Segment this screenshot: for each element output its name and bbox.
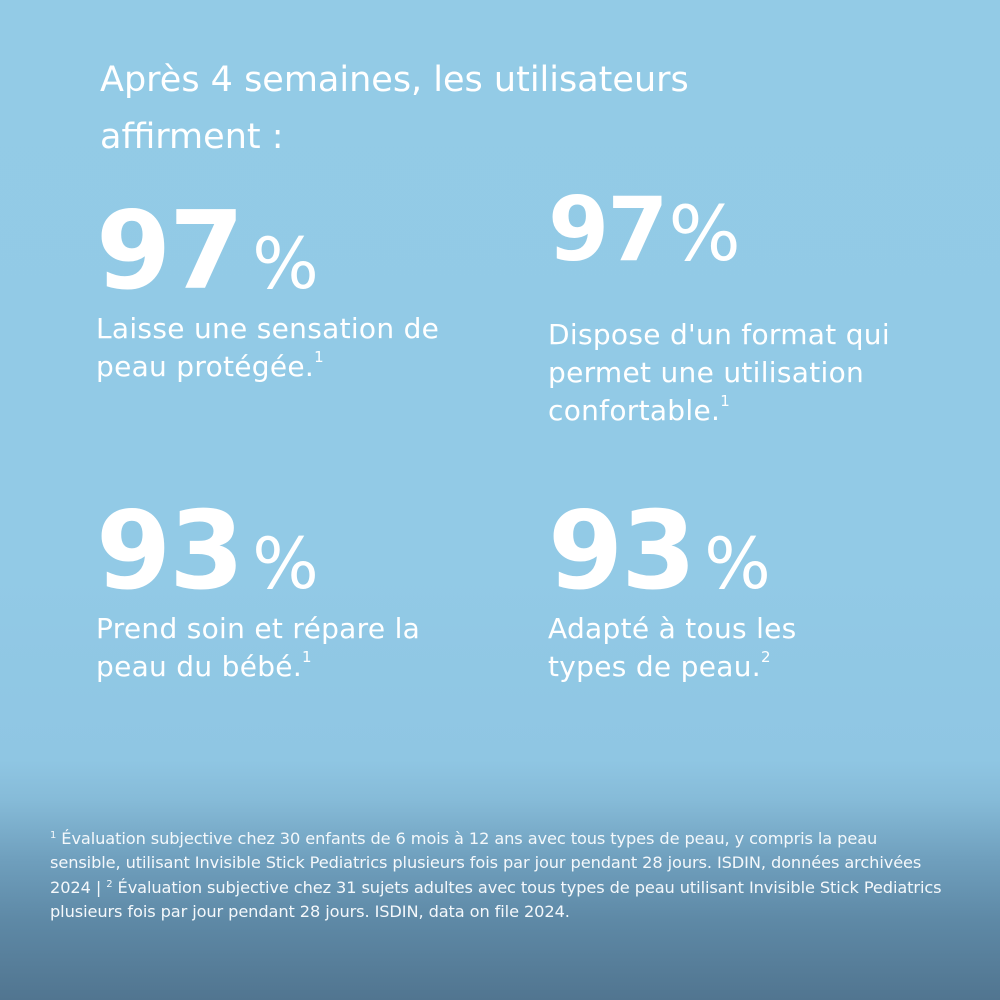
stat-number: 93 xyxy=(548,489,696,614)
stat-value: 93% xyxy=(96,498,456,606)
footnote-ref: 1 xyxy=(314,348,324,366)
stat-card-comfortable-format: 97% Dispose d'un format qui permet une u… xyxy=(548,186,893,430)
stat-value: 97% xyxy=(548,186,893,274)
stat-caption: Prend soin et répare la peau du bébé.1 xyxy=(96,610,456,686)
footnote-marker-2: 2 xyxy=(106,878,113,890)
stat-caption: Dispose d'un format qui permet une utili… xyxy=(548,316,893,430)
stat-caption-text: Laisse une sensation de peau protégée. xyxy=(96,312,440,383)
percent-sign: % xyxy=(252,523,319,605)
stat-caption-text: Adapté à tous les types de peau. xyxy=(548,612,797,683)
percent-sign: % xyxy=(252,223,319,305)
stat-card-protected-skin: 97% Laisse une sensation de peau protégé… xyxy=(96,198,456,386)
stat-caption: Adapté à tous les types de peau.2 xyxy=(548,610,868,686)
headline: Après 4 semaines, les utilisateurs affir… xyxy=(100,60,689,157)
stat-number: 97 xyxy=(96,189,244,314)
footnote-ref: 2 xyxy=(760,648,771,666)
footnote-marker-1: 1 xyxy=(50,830,57,841)
percent-sign: % xyxy=(704,523,771,605)
stat-number: 93 xyxy=(96,489,244,614)
stat-card-all-skin-types: 93% Adapté à tous les types de peau.2 xyxy=(548,498,868,686)
footnote-2-text: Évaluation subjective chez 31 sujets adu… xyxy=(50,877,942,921)
stat-card-repairs-baby-skin: 93% Prend soin et répare la peau du bébé… xyxy=(96,498,456,686)
stat-value: 97% xyxy=(96,198,456,306)
stat-caption: Laisse une sensation de peau protégée.1 xyxy=(96,310,456,386)
stat-caption-text: Dispose d'un format qui permet une utili… xyxy=(548,318,890,427)
stat-value: 93% xyxy=(548,498,868,606)
stat-number: 97 xyxy=(548,178,668,281)
footnote-ref: 1 xyxy=(302,648,312,666)
footnote-ref: 1 xyxy=(720,392,731,410)
footnotes: 1 Évaluation subjective chez 30 enfants … xyxy=(50,827,950,924)
percent-sign: % xyxy=(668,189,741,278)
stat-caption-text: Prend soin et répare la peau du bébé. xyxy=(96,612,421,683)
footnote-1-text: Évaluation subjective chez 30 enfants de… xyxy=(50,829,922,897)
